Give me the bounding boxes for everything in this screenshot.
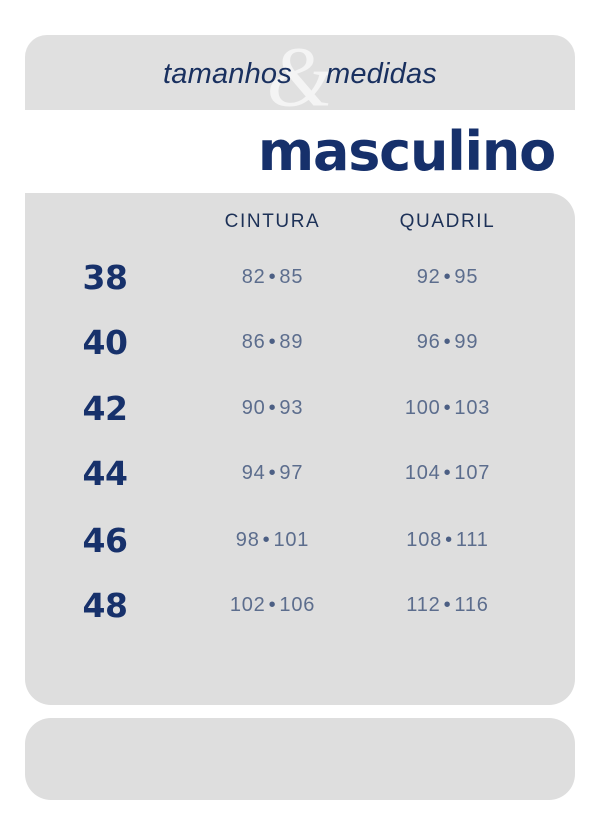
cintura-min: 102: [229, 594, 266, 616]
row-size-cell: 40: [25, 319, 185, 365]
cintura-value: 98 • 101: [236, 530, 309, 550]
header-subtitle: tamanhos medidas: [163, 58, 437, 90]
range-separator-icon: •: [445, 529, 453, 551]
row-cintura-cell: 82 • 85: [185, 254, 360, 300]
cintura-value: 86 • 89: [242, 332, 304, 352]
column-header-cintura-label: CINTURA: [224, 211, 321, 232]
row-size-cell: 38: [25, 254, 185, 300]
measurements-table: CINTURA QUADRIL 38 82 • 85 92 • 95: [25, 193, 575, 705]
row-size-cell: 42: [25, 385, 185, 431]
quadril-value: 108 • 111: [406, 530, 488, 550]
range-separator-icon: •: [268, 462, 277, 484]
cintura-max: 85: [279, 266, 304, 288]
row-size-cell: 46: [25, 517, 185, 563]
table-header-row: CINTURA QUADRIL: [25, 205, 575, 239]
row-quadril-cell: 104 • 107: [360, 450, 535, 496]
cintura-value: 102 • 106: [230, 595, 315, 615]
column-header-size: [25, 205, 185, 239]
size-value: 38: [82, 257, 128, 297]
row-quadril-cell: 100 • 103: [360, 385, 535, 431]
header-wrap: & tamanhos medidas: [25, 34, 575, 120]
quadril-value: 100 • 103: [405, 398, 490, 418]
table-row: 44 94 • 97 104 • 107: [25, 450, 575, 496]
column-header-quadril-label: QUADRIL: [399, 211, 496, 232]
row-quadril-cell: 112 • 116: [360, 582, 535, 628]
row-cintura-cell: 86 • 89: [185, 319, 360, 365]
header-inner: & tamanhos medidas: [163, 34, 437, 120]
quadril-min: 108: [406, 529, 443, 551]
range-separator-icon: •: [443, 266, 452, 288]
quadril-max: 99: [454, 331, 479, 353]
quadril-min: 92: [416, 266, 441, 288]
quadril-min: 104: [404, 462, 441, 484]
cintura-min: 82: [241, 266, 266, 288]
column-header-cintura: CINTURA: [185, 205, 360, 239]
row-cintura-cell: 90 • 93: [185, 385, 360, 431]
row-cintura-cell: 102 • 106: [185, 582, 360, 628]
page-title: masculino: [257, 119, 556, 183]
range-separator-icon: •: [262, 529, 271, 551]
table-row: 46 98 • 101 108 • 111: [25, 517, 575, 563]
title-band: masculino: [0, 110, 600, 193]
table-row: 48 102 • 106 112 • 116: [25, 582, 575, 628]
cintura-value: 82 • 85: [242, 267, 304, 287]
cintura-max: 101: [273, 529, 310, 551]
cintura-min: 90: [241, 397, 266, 419]
row-size-cell: 48: [25, 582, 185, 628]
quadril-max: 111: [455, 529, 489, 551]
range-separator-icon: •: [443, 331, 452, 353]
quadril-max: 103: [454, 397, 491, 419]
quadril-min: 100: [404, 397, 441, 419]
quadril-value: 92 • 95: [417, 267, 479, 287]
row-size-cell: 44: [25, 450, 185, 496]
cintura-min: 94: [241, 462, 266, 484]
row-cintura-cell: 98 • 101: [185, 517, 360, 563]
quadril-min: 96: [416, 331, 441, 353]
table-row: 42 90 • 93 100 • 103: [25, 385, 575, 431]
column-header-quadril: QUADRIL: [360, 205, 535, 239]
quadril-max: 116: [454, 594, 489, 616]
cintura-min: 98: [235, 529, 260, 551]
range-separator-icon: •: [268, 397, 277, 419]
row-quadril-cell: 92 • 95: [360, 254, 535, 300]
range-separator-icon: •: [268, 266, 277, 288]
header-subtitle-right: medidas: [325, 57, 437, 90]
row-quadril-cell: 108 • 111: [360, 517, 535, 563]
quadril-max: 107: [454, 462, 491, 484]
quadril-max: 95: [454, 266, 479, 288]
quadril-value: 112 • 116: [406, 595, 488, 615]
range-separator-icon: •: [268, 594, 277, 616]
range-separator-icon: •: [268, 331, 277, 353]
footer-band: [25, 718, 575, 800]
size-value: 48: [82, 585, 128, 625]
size-value: 46: [82, 520, 128, 560]
row-cintura-cell: 94 • 97: [185, 450, 360, 496]
cintura-max: 97: [279, 462, 304, 484]
cintura-max: 106: [279, 594, 316, 616]
size-value: 40: [82, 322, 128, 362]
size-value: 44: [82, 453, 128, 493]
range-separator-icon: •: [443, 397, 452, 419]
cintura-max: 93: [279, 397, 304, 419]
size-value: 42: [82, 388, 128, 428]
table-row: 38 82 • 85 92 • 95: [25, 254, 575, 300]
range-separator-icon: •: [443, 462, 452, 484]
header-card: & tamanhos medidas: [25, 34, 575, 120]
quadril-value: 96 • 99: [417, 332, 479, 352]
quadril-min: 112: [406, 594, 441, 616]
cintura-value: 94 • 97: [242, 463, 304, 483]
header-subtitle-left: tamanhos: [163, 57, 292, 90]
cintura-min: 86: [241, 331, 266, 353]
quadril-value: 104 • 107: [405, 463, 490, 483]
table-row: 40 86 • 89 96 • 99: [25, 319, 575, 365]
range-separator-icon: •: [443, 594, 452, 616]
cintura-max: 89: [279, 331, 304, 353]
measurements-card: CINTURA QUADRIL 38 82 • 85 92 • 95: [25, 193, 575, 705]
row-quadril-cell: 96 • 99: [360, 319, 535, 365]
cintura-value: 90 • 93: [242, 398, 304, 418]
